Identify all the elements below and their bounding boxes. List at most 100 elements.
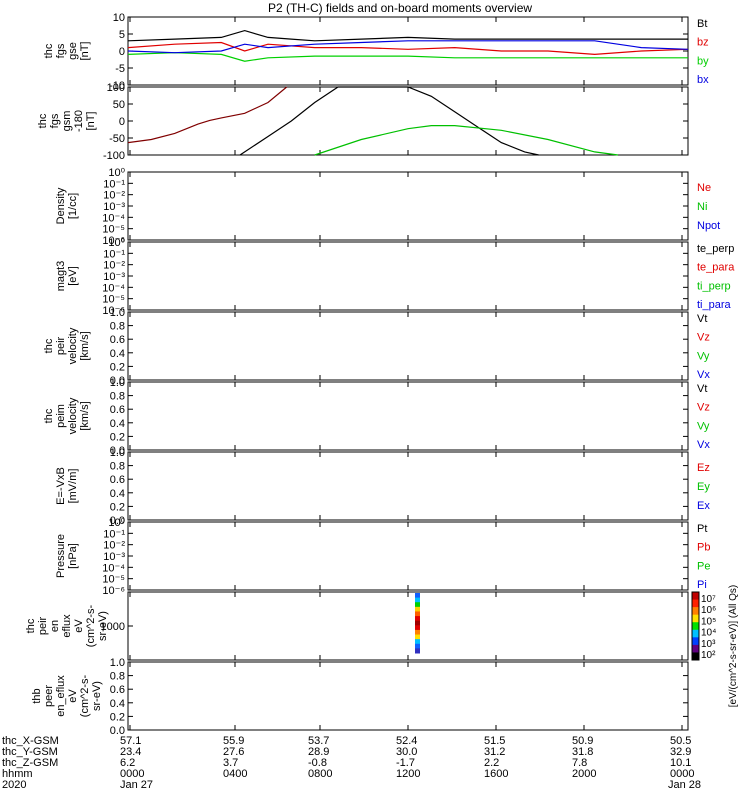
y-tick-label: 0.8 — [110, 391, 125, 403]
y-axis-label: gsm — [61, 111, 73, 132]
spectrum-cell — [415, 648, 420, 654]
y-tick-label: 10⁻⁵ — [102, 574, 125, 586]
legend-entry: ti_para — [697, 299, 732, 311]
y-tick-label: 10⁻³ — [103, 271, 125, 283]
legend-entry: Pe — [697, 560, 710, 572]
spectrum-cell — [415, 634, 420, 640]
panel-frame — [127, 521, 689, 591]
colorbar-cell — [692, 637, 699, 646]
orbit-value: 31.8 — [572, 746, 593, 758]
y-tick-label: 0.0 — [110, 515, 125, 527]
y-tick-label: 0.6 — [110, 334, 125, 346]
y-tick-label: 0.6 — [110, 474, 125, 486]
panel-1: 100 50 0 -50 -100 thc fgs gsm -180 [nT] — [37, 82, 689, 162]
panel-frame — [127, 171, 689, 241]
legend-entry: Ex — [697, 500, 710, 512]
legend-entry: Ez — [697, 462, 710, 474]
y-axis-label: [mV/m] — [67, 469, 79, 504]
y-tick-label: 0.6 — [110, 404, 125, 416]
series-line-2 — [127, 52, 688, 62]
y-tick-label: 1.0 — [110, 447, 125, 459]
series-line-0 — [127, 29, 688, 42]
y-axis-label: peim — [55, 404, 67, 428]
orbit-value: 0400 — [223, 768, 247, 780]
y-axis-label: fgs — [49, 113, 61, 128]
panel-5: 1.0 0.80.6 0.40.2 0.0 thc peim velocity [km/s] V… — [43, 377, 710, 457]
y-tick-label: 10⁻⁶ — [102, 235, 125, 247]
y-axis-label: gse — [67, 42, 79, 60]
y-axis-label: velocity — [67, 397, 79, 434]
panel-frame — [127, 591, 689, 661]
y-tick-label: 0.4 — [110, 348, 125, 360]
orbit-row-label: hhmm — [2, 768, 33, 780]
y-tick-label: 0.8 — [110, 671, 125, 683]
orbit-value: 53.7 — [308, 735, 329, 747]
y-axis-label: thc — [25, 618, 37, 633]
spectrum-cell — [415, 606, 420, 612]
panel-4: 1.0 0.80.6 0.40.2 0.0 thc peir velocity [km/s] V… — [43, 307, 710, 387]
y-axis-label: magt3 — [55, 261, 67, 292]
y-tick-label: 0.4 — [110, 488, 125, 500]
legend-entry: Bt — [697, 18, 707, 30]
date-label: Jan 28 — [668, 779, 701, 791]
y-tick-label: 10⁻² — [103, 540, 125, 552]
y-axis-label: eV — [67, 689, 79, 703]
colorbar-cell — [692, 652, 699, 661]
colorbar-label: [eV/(cm^2-s-sr-eV)] (All Qs) — [728, 585, 739, 707]
date-label: Jan 27 — [120, 779, 153, 791]
y-tick-label: 10⁻⁵ — [102, 294, 125, 306]
legend-entry: Vx — [697, 439, 710, 451]
legend-entry: Npot — [697, 220, 720, 232]
y-axis-label: thc — [43, 43, 55, 58]
legend-entry: Ne — [697, 182, 711, 194]
orbit-value: 30.0 — [396, 746, 417, 758]
colorbar-cell — [692, 607, 699, 616]
colorbar-tick-label: 10⁶ — [701, 605, 716, 616]
legend-entry: Vt — [697, 383, 707, 395]
year-label: 2020 — [2, 779, 26, 791]
spectrum-cell — [415, 643, 420, 649]
y-tick-label: 10⁻⁵ — [102, 224, 125, 236]
legend-entry: Vy — [697, 420, 710, 432]
y-tick-label: 10⁻⁶ — [102, 585, 125, 597]
y-axis-label: -180 — [73, 110, 85, 132]
legend-entry: bx — [697, 74, 709, 86]
y-axis-label: [nPa] — [67, 543, 79, 569]
spectrum-cell — [415, 611, 420, 617]
y-tick-label: 10⁰ — [108, 237, 125, 249]
y-axis-label: thc — [37, 113, 49, 128]
orbit-value: 57.1 — [120, 735, 141, 747]
panel-frame — [127, 241, 689, 311]
colorbar-cell — [692, 644, 699, 653]
y-tick-label: 1000 — [101, 621, 125, 633]
colorbar-cell — [692, 622, 699, 631]
y-axis-label: [nT] — [85, 112, 97, 131]
legend-entry: Vy — [697, 350, 710, 362]
spectrum-cell — [415, 593, 420, 599]
y-tick-label: 0.2 — [110, 711, 125, 723]
orbit-value: 31.2 — [484, 746, 505, 758]
y-tick-label: 0 — [119, 116, 125, 128]
legend-entry: Vx — [697, 369, 710, 381]
y-axis-label: eflux — [61, 614, 73, 638]
orbit-value: 7.8 — [572, 757, 587, 769]
y-tick-label: 0.2 — [110, 361, 125, 373]
y-axis-label: velocity — [67, 327, 79, 364]
orbit-value: 2000 — [572, 768, 596, 780]
y-axis-label: en_eflux — [55, 675, 67, 717]
legend-entry: Ey — [697, 481, 710, 493]
spectrum-cell — [415, 620, 420, 626]
y-tick-label: 10⁻⁴ — [102, 212, 125, 224]
orbit-footer: thc_X-GSM 57.1 55.9 53.7 52.4 51.5 50.9 50.5 thc… — [2, 735, 701, 791]
colorbar-cell — [692, 629, 699, 638]
y-tick-label: 10⁻⁶ — [102, 305, 125, 317]
y-axis-label: [eV] — [67, 266, 79, 286]
y-axis-label: thc — [43, 338, 55, 353]
y-axis-label: sr-eV) — [97, 611, 109, 641]
y-tick-label: 0.0 — [110, 375, 125, 387]
panel-0: 10 5 0 -5 -10 thc fgs gse [nT] Bt bz by bx — [43, 12, 709, 92]
spectrum-cell — [415, 616, 420, 622]
y-tick-label: 0.8 — [110, 461, 125, 473]
